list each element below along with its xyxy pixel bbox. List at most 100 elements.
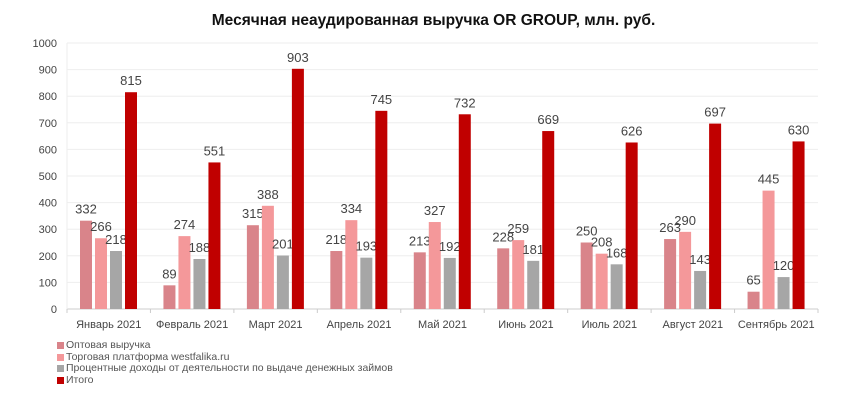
- bar-3: [527, 260, 540, 309]
- legend-swatch: [57, 342, 64, 350]
- bar-2: [679, 231, 692, 309]
- y-tick-label: 700: [39, 118, 57, 130]
- bar-4: [709, 123, 722, 310]
- data-label: 259: [507, 221, 529, 236]
- data-label: 120: [773, 258, 795, 273]
- x-tick-label: Январь 2021: [76, 319, 141, 331]
- data-label: 218: [105, 232, 127, 247]
- legend-item: Оптовая выручка: [57, 339, 393, 352]
- x-tick-label: Август 2021: [663, 319, 724, 331]
- legend-item: Итого: [57, 373, 393, 387]
- bar-2: [512, 240, 525, 309]
- data-label: 388: [257, 187, 279, 202]
- data-label: 228: [492, 229, 514, 244]
- legend-swatch: [57, 365, 64, 373]
- data-label: 201: [272, 237, 294, 252]
- data-label: 193: [355, 239, 377, 254]
- legend-swatch: [57, 353, 64, 361]
- data-label: 697: [704, 105, 726, 120]
- data-label: 263: [659, 220, 681, 235]
- data-label: 669: [537, 112, 559, 127]
- bar-3: [777, 277, 790, 309]
- y-tick-label: 100: [39, 277, 57, 289]
- y-tick-label: 900: [39, 65, 57, 77]
- bar-4: [125, 92, 137, 310]
- y-tick-label: 800: [39, 91, 57, 103]
- data-label: 274: [174, 217, 196, 232]
- legend-label: Оптовая выручка: [66, 339, 151, 351]
- bar-4: [291, 68, 304, 309]
- data-label: 626: [621, 123, 643, 138]
- data-label: 168: [606, 245, 628, 260]
- bar-4: [208, 162, 221, 309]
- chart-title: Месячная неаудированная выручка OR GROUP…: [211, 12, 656, 29]
- bar-2: [261, 205, 274, 309]
- data-label: 188: [189, 240, 211, 255]
- legend-item: Торговая платформа westfalika.ru: [57, 350, 393, 364]
- bar-2: [428, 222, 441, 309]
- bar-1: [330, 251, 343, 309]
- y-tick-label: 300: [39, 224, 57, 236]
- data-label: 213: [409, 233, 431, 248]
- bar-4: [625, 142, 638, 309]
- data-label: 745: [370, 92, 392, 107]
- bar-1: [163, 285, 176, 309]
- y-tick-label: 400: [39, 198, 57, 210]
- bar-2: [595, 253, 608, 309]
- bar-3: [110, 251, 122, 309]
- bar-2: [345, 220, 358, 309]
- data-label: 630: [788, 122, 810, 137]
- data-label: 65: [746, 273, 760, 288]
- y-tick-label: 0: [51, 304, 57, 316]
- bar-1: [664, 239, 677, 309]
- data-label: 290: [674, 213, 696, 228]
- data-label: 815: [120, 73, 142, 88]
- bar-1: [747, 291, 760, 309]
- data-label: 218: [325, 232, 347, 247]
- x-tick-label: Июнь 2021: [498, 319, 554, 331]
- x-tick-label: Февраль 2021: [156, 319, 228, 331]
- bar-2: [762, 190, 775, 309]
- legend: Оптовая выручка Торговая платформа westfa…: [57, 339, 393, 387]
- data-label: 445: [758, 172, 780, 187]
- legend-label: Итого: [66, 373, 94, 386]
- data-label: 192: [439, 239, 461, 254]
- data-label: 266: [90, 219, 112, 234]
- bar-3: [276, 255, 289, 309]
- data-label: 903: [287, 50, 309, 65]
- bar-3: [193, 258, 206, 309]
- data-label: 250: [576, 224, 598, 239]
- x-tick-label: Май 2021: [418, 319, 467, 331]
- data-label: 315: [242, 206, 264, 221]
- data-label: 89: [162, 266, 176, 281]
- data-label: 551: [204, 143, 226, 158]
- x-tick-label: Сентябрь 2021: [738, 319, 815, 331]
- bar-2: [95, 238, 107, 309]
- bar-1: [413, 252, 426, 309]
- bar-3: [443, 257, 456, 309]
- data-label: 332: [75, 202, 97, 217]
- x-tick-label: Март 2021: [249, 319, 303, 331]
- y-tick-label: 1000: [33, 38, 57, 50]
- bar-4: [792, 141, 805, 309]
- y-tick-label: 200: [39, 251, 57, 263]
- legend-label: Торговая платформа westfalika.ru: [66, 350, 230, 363]
- data-label: 143: [689, 252, 711, 267]
- legend-label: Процентные доходы от деятельности по выд…: [66, 362, 393, 374]
- data-label: 208: [591, 235, 613, 250]
- data-label: 732: [454, 95, 476, 110]
- data-label: 334: [340, 201, 362, 216]
- data-label: 181: [522, 242, 544, 257]
- bar-1: [497, 248, 510, 309]
- y-tick-label: 500: [39, 171, 57, 183]
- y-tick-label: 600: [39, 144, 57, 156]
- bar-3: [360, 257, 373, 309]
- legend-item: Процентные доходы от деятельности по выд…: [57, 362, 393, 375]
- x-tick-label: Июль 2021: [582, 319, 638, 331]
- bar-4: [375, 110, 388, 309]
- bar-1: [80, 220, 92, 309]
- bar-3: [694, 270, 707, 309]
- legend-swatch: [57, 376, 64, 384]
- bar-2: [178, 236, 191, 309]
